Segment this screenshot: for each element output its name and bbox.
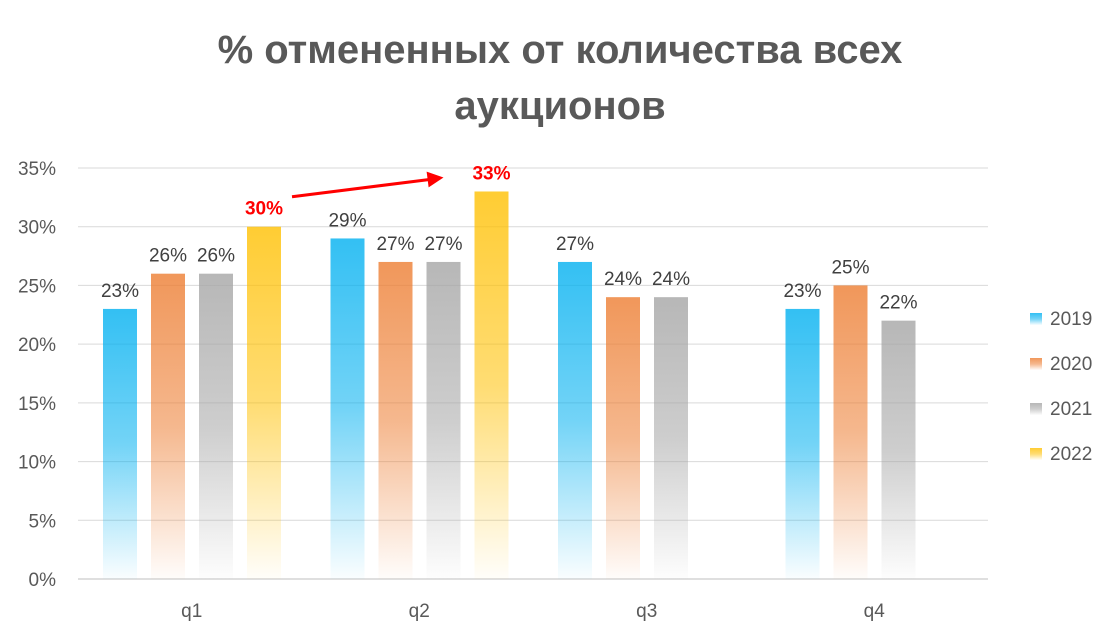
legend-label: 2021 <box>1050 399 1092 420</box>
data-label: 27% <box>376 234 414 255</box>
legend-swatch <box>1030 403 1042 415</box>
data-label: 26% <box>197 246 235 267</box>
legend-label: 2019 <box>1050 309 1092 330</box>
y-tick-label: 15% <box>18 394 56 415</box>
bar-q2-2019 <box>330 238 365 579</box>
data-label: 26% <box>149 246 187 267</box>
legend-label: 2020 <box>1050 354 1092 375</box>
data-label: 30% <box>245 199 283 220</box>
data-label: 27% <box>424 234 462 255</box>
legend: 2019 2020 2021 2022 <box>1030 309 1092 465</box>
x-tick-label: q1 <box>181 601 202 622</box>
data-label: 23% <box>101 281 139 302</box>
y-tick-label: 10% <box>18 453 56 474</box>
bar-q3-2021 <box>654 297 688 579</box>
bar-q2-2021 <box>426 261 461 579</box>
legend-swatch <box>1030 358 1042 370</box>
data-label: 24% <box>652 269 690 290</box>
bar-q4-2020 <box>833 285 868 579</box>
data-label: 29% <box>328 210 366 231</box>
chart-title: % отмененных от количества всех аукционо… <box>217 28 903 128</box>
bar-q1-2022 <box>247 226 281 579</box>
x-axis-ticks: q1 q2 q3 q4 <box>181 601 885 622</box>
data-label: 22% <box>879 293 917 314</box>
bar-q4-2019 <box>785 308 820 579</box>
bar-q4-2021 <box>881 320 916 579</box>
annotation-arrow-head <box>426 171 444 188</box>
bar-q2-2022 <box>474 191 509 579</box>
legend-label: 2022 <box>1050 444 1092 465</box>
data-label: 33% <box>472 163 510 184</box>
y-tick-label: 30% <box>18 218 56 239</box>
data-label: 23% <box>783 281 821 302</box>
data-labels: 23% 26% 26% 30% 29% 27% 27% 33% 27% 24% 24% 23% 25% 2… <box>101 163 918 313</box>
data-label: 24% <box>604 269 642 290</box>
y-tick-label: 35% <box>18 159 56 180</box>
y-tick-label: 20% <box>18 335 56 356</box>
x-tick-label: q2 <box>409 601 430 622</box>
x-tick-label: q3 <box>636 601 657 622</box>
bar-q2-2020 <box>378 261 413 579</box>
bars <box>103 191 916 579</box>
bar-q1-2019 <box>103 308 137 579</box>
bar-q1-2020 <box>151 273 185 579</box>
data-label: 27% <box>556 234 594 255</box>
data-label: 25% <box>831 257 869 278</box>
bar-q3-2019 <box>558 261 592 579</box>
y-tick-label: 0% <box>29 570 57 591</box>
annotation <box>291 171 444 199</box>
y-axis-ticks: 0% 5% 10% 15% 20% 25% 30% 35% <box>18 159 56 591</box>
bar-q1-2021 <box>199 273 233 579</box>
legend-swatch <box>1030 313 1042 325</box>
annotation-arrow-line <box>291 177 430 199</box>
y-tick-label: 25% <box>18 276 56 297</box>
x-tick-label: q4 <box>864 601 886 622</box>
y-tick-label: 5% <box>29 511 57 532</box>
legend-swatch <box>1030 448 1042 460</box>
bar-q3-2020 <box>606 297 640 579</box>
